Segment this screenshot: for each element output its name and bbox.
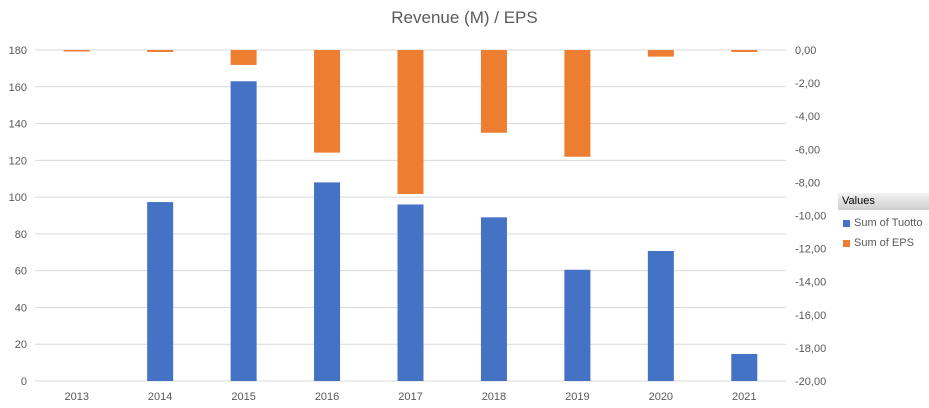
bar-tuotto <box>480 217 507 381</box>
x-tick-label: 2014 <box>148 391 172 403</box>
x-tick-label: 2013 <box>64 391 88 403</box>
legend: Values Sum of Tuotto Sum of EPS <box>838 193 929 250</box>
legend-item-tuotto[interactable]: Sum of Tuotto <box>843 216 929 230</box>
bar-eps <box>564 50 591 157</box>
legend-title[interactable]: Values <box>838 193 929 210</box>
legend-swatch-tuotto <box>843 219 850 227</box>
bar-eps <box>63 50 90 52</box>
x-tick-label: 2019 <box>565 391 589 403</box>
chart-title: Revenue (M) / EPS <box>391 8 538 27</box>
y2-tick-label: -20,00 <box>795 376 826 388</box>
legend-swatch-eps <box>843 239 850 247</box>
bar-tuotto <box>647 250 674 381</box>
bar-eps <box>731 50 758 52</box>
y2-tick-label: -4,00 <box>795 111 820 123</box>
y2-tick-label: -8,00 <box>795 177 820 189</box>
x-tick-label: 2015 <box>231 391 255 403</box>
bar-tuotto <box>397 204 424 381</box>
bar-tuotto <box>731 353 758 381</box>
bar-eps <box>647 50 674 57</box>
legend-label: Sum of Tuotto <box>854 217 923 229</box>
x-tick-label: 2017 <box>398 391 422 403</box>
y2-tick-label: -14,00 <box>795 277 826 289</box>
bar-eps <box>397 50 424 194</box>
y2-tick-label: 0,00 <box>795 45 816 57</box>
x-tick-label: 2018 <box>482 391 506 403</box>
y-tick-label: 20 <box>15 339 27 351</box>
bar-eps <box>480 50 507 133</box>
y-tick-label: 100 <box>9 192 27 204</box>
legend-label: Sum of EPS <box>854 237 914 249</box>
y2-tick-label: -6,00 <box>795 144 820 156</box>
bar-tuotto <box>314 182 341 381</box>
y2-tick-label: -12,00 <box>795 244 826 256</box>
x-tick-label: 2016 <box>315 391 339 403</box>
y-tick-label: 60 <box>15 266 27 278</box>
y2-tick-label: -16,00 <box>795 310 826 322</box>
y2-tick-label: -2,00 <box>795 78 820 90</box>
y-tick-label: 0 <box>21 376 27 388</box>
y-tick-label: 160 <box>9 82 27 94</box>
bar-eps <box>230 50 257 65</box>
bar-tuotto <box>564 269 591 381</box>
bar-eps <box>314 50 341 153</box>
bar-tuotto <box>230 81 257 381</box>
y-tick-label: 80 <box>15 229 27 241</box>
y2-tick-label: -18,00 <box>795 343 826 355</box>
x-tick-label: 2021 <box>732 391 756 403</box>
legend-item-eps[interactable]: Sum of EPS <box>843 236 929 250</box>
y-tick-label: 140 <box>9 119 27 131</box>
x-tick-label: 2020 <box>649 391 673 403</box>
y-tick-label: 120 <box>9 155 27 167</box>
y-tick-label: 40 <box>15 302 27 314</box>
y-tick-label: 180 <box>9 45 27 57</box>
bar-tuotto <box>147 202 174 381</box>
y2-tick-label: -10,00 <box>795 211 826 223</box>
bar-eps <box>147 50 174 52</box>
